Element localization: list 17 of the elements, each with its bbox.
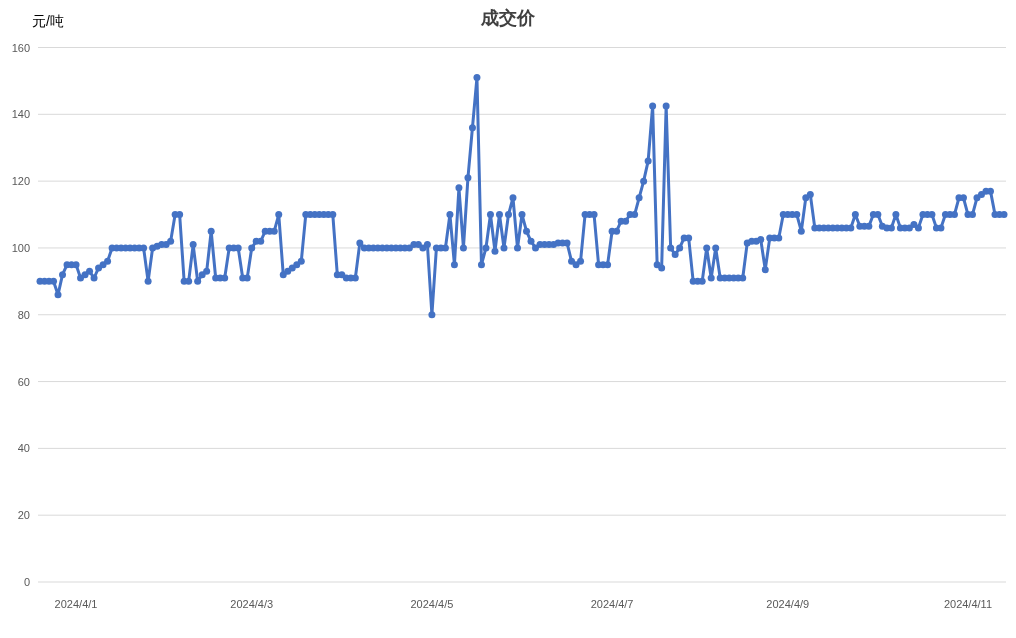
x-tick-label: 2024/4/1 [54,598,98,610]
y-tick-label: 20 [17,509,30,522]
x-tick-label: 2024/4/3 [230,598,274,610]
x-tick-label: 2024/4/7 [590,598,634,610]
y-tick-label: 100 [11,241,30,254]
y-axis-title: 元/吨 [32,13,64,29]
y-tick-label: 0 [23,576,30,588]
x-tick-label: 2024/4/5 [410,598,454,610]
y-tick-label: 80 [17,308,30,321]
x-tick-label: 2024/4/9 [766,598,810,610]
y-tick-label: 140 [11,108,30,121]
chart-title: 成交价 [480,8,536,28]
y-tick-label: 120 [11,175,30,188]
y-tick-label: 160 [11,41,30,54]
y-tick-label: 40 [17,442,30,455]
y-tick-label: 60 [17,375,30,388]
x-tick-label: 2024/4/11 [943,598,993,610]
